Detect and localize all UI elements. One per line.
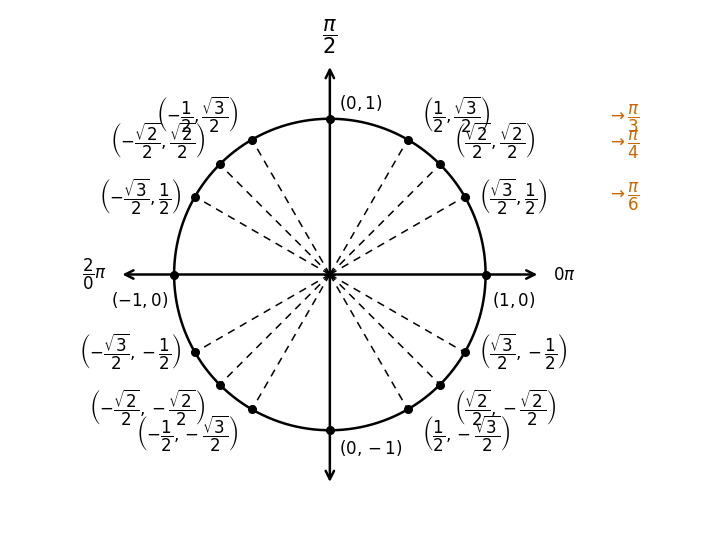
Text: $\left(\dfrac{\sqrt{3}}{2},-\dfrac{1}{2}\right)$: $\left(\dfrac{\sqrt{3}}{2},-\dfrac{1}{2}…: [479, 332, 567, 372]
Text: $\dfrac{2}{0}\pi$: $\dfrac{2}{0}\pi$: [82, 257, 107, 292]
Text: $\left(-\dfrac{1}{2},\dfrac{\sqrt{3}}{2}\right)$: $\left(-\dfrac{1}{2},\dfrac{\sqrt{3}}{2}…: [156, 95, 238, 135]
Text: $\left(-\dfrac{\sqrt{3}}{2},-\dfrac{1}{2}\right)$: $\left(-\dfrac{\sqrt{3}}{2},-\dfrac{1}{2…: [79, 332, 181, 372]
Text: $\rightarrow \dfrac{\pi}{3}$: $\rightarrow \dfrac{\pi}{3}$: [607, 103, 640, 135]
Text: $(0, -1)$: $(0, -1)$: [339, 438, 403, 458]
Text: $\left(-\dfrac{\sqrt{2}}{2},\dfrac{\sqrt{2}}{2}\right)$: $\left(-\dfrac{\sqrt{2}}{2},\dfrac{\sqrt…: [110, 121, 206, 161]
Text: $\dfrac{\pi}{2}$: $\dfrac{\pi}{2}$: [322, 18, 337, 57]
Text: $(1, 0)$: $(1, 0)$: [492, 290, 535, 310]
Text: $\left(-\dfrac{\sqrt{2}}{2},-\dfrac{\sqrt{2}}{2}\right)$: $\left(-\dfrac{\sqrt{2}}{2},-\dfrac{\sqr…: [90, 388, 206, 428]
Text: $0\pi$: $0\pi$: [552, 266, 575, 283]
Text: $(0, 1)$: $(0, 1)$: [339, 93, 383, 113]
Text: $(-1, 0)$: $(-1, 0)$: [110, 290, 168, 310]
Text: $\left(\dfrac{1}{2},\dfrac{\sqrt{3}}{2}\right)$: $\left(\dfrac{1}{2},\dfrac{\sqrt{3}}{2}\…: [422, 95, 490, 135]
Text: $\left(-\dfrac{1}{2},-\dfrac{\sqrt{3}}{2}\right)$: $\left(-\dfrac{1}{2},-\dfrac{\sqrt{3}}{2…: [136, 414, 238, 454]
Text: $\left(\dfrac{\sqrt{2}}{2},\dfrac{\sqrt{2}}{2}\right)$: $\left(\dfrac{\sqrt{2}}{2},\dfrac{\sqrt{…: [454, 121, 536, 161]
Text: $\rightarrow \dfrac{\pi}{6}$: $\rightarrow \dfrac{\pi}{6}$: [607, 181, 640, 212]
Text: $\rightarrow \dfrac{\pi}{4}$: $\rightarrow \dfrac{\pi}{4}$: [607, 129, 640, 161]
Text: $\left(\dfrac{1}{2},-\dfrac{\sqrt{3}}{2}\right)$: $\left(\dfrac{1}{2},-\dfrac{\sqrt{3}}{2}…: [422, 414, 510, 454]
Text: $\left(\dfrac{\sqrt{3}}{2},\dfrac{1}{2}\right)$: $\left(\dfrac{\sqrt{3}}{2},\dfrac{1}{2}\…: [479, 177, 547, 217]
Text: $\left(-\dfrac{\sqrt{3}}{2},\dfrac{1}{2}\right)$: $\left(-\dfrac{\sqrt{3}}{2},\dfrac{1}{2}…: [99, 177, 181, 217]
Text: $\left(\dfrac{\sqrt{2}}{2},-\dfrac{\sqrt{2}}{2}\right)$: $\left(\dfrac{\sqrt{2}}{2},-\dfrac{\sqrt…: [454, 388, 556, 428]
